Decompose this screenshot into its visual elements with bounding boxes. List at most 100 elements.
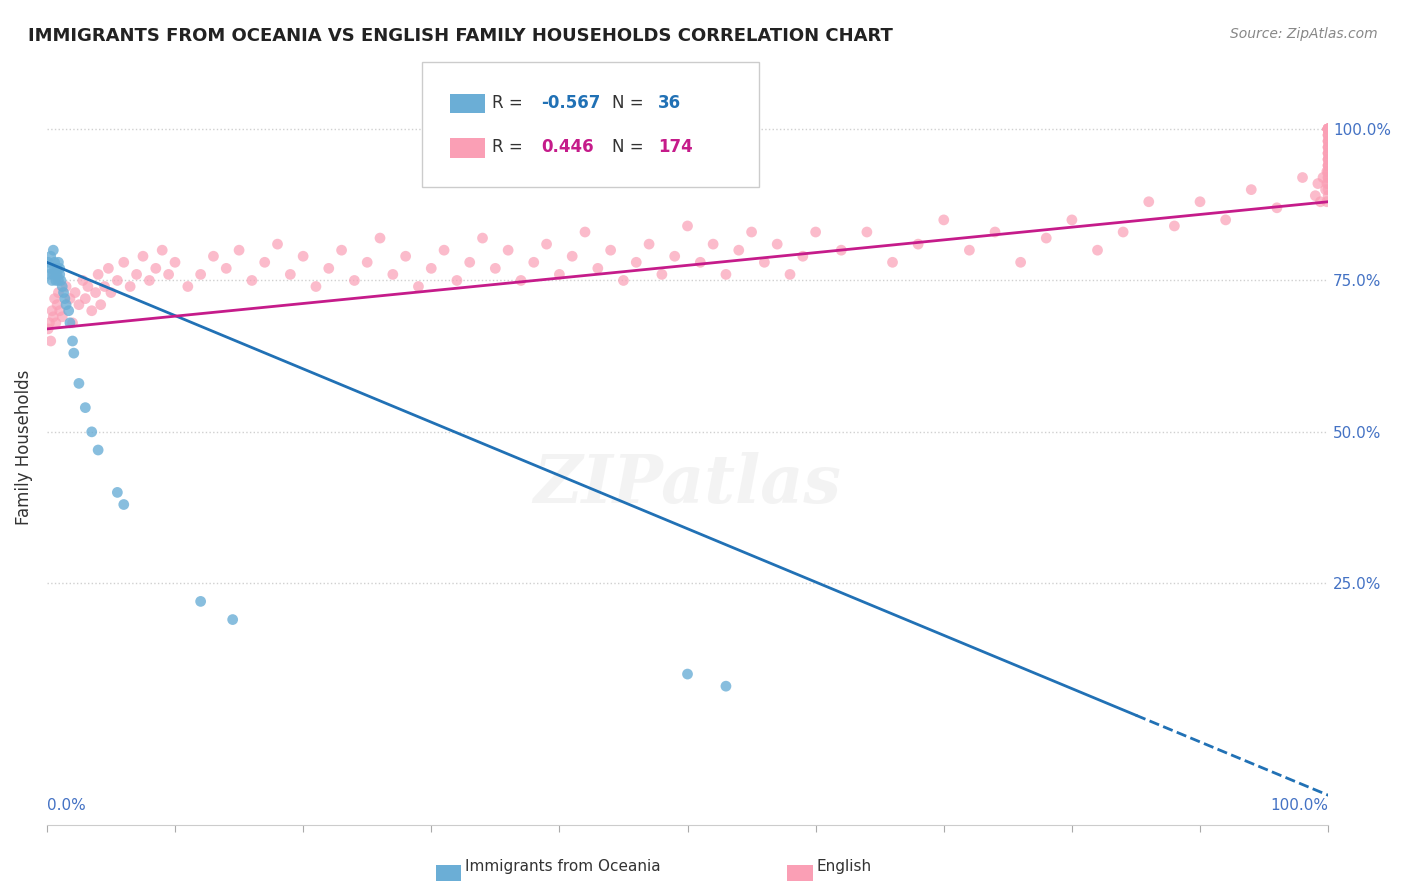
Point bbox=[46, 268, 69, 282]
Point bbox=[561, 249, 583, 263]
Point bbox=[46, 261, 69, 276]
Point bbox=[1317, 122, 1340, 136]
Point bbox=[48, 268, 70, 282]
Text: ZIPatlas: ZIPatlas bbox=[533, 452, 841, 517]
Text: 36: 36 bbox=[658, 94, 681, 112]
Point bbox=[75, 292, 97, 306]
Text: R =: R = bbox=[492, 138, 529, 156]
Point bbox=[1060, 213, 1083, 227]
Point bbox=[48, 285, 70, 300]
Point bbox=[1317, 122, 1340, 136]
Point bbox=[80, 425, 103, 439]
Point bbox=[63, 285, 86, 300]
Point bbox=[804, 225, 827, 239]
Point bbox=[305, 279, 328, 293]
Point bbox=[1010, 255, 1032, 269]
Point bbox=[150, 243, 173, 257]
Point bbox=[1215, 213, 1237, 227]
Point bbox=[67, 376, 90, 391]
Point bbox=[59, 316, 82, 330]
Point bbox=[1315, 183, 1337, 197]
Point bbox=[1317, 122, 1340, 136]
Point bbox=[510, 273, 533, 287]
Point bbox=[44, 292, 66, 306]
Point bbox=[1317, 170, 1340, 185]
Point bbox=[55, 279, 77, 293]
Point bbox=[1317, 122, 1340, 136]
Point bbox=[779, 268, 801, 282]
Point bbox=[1317, 122, 1340, 136]
Text: -0.567: -0.567 bbox=[541, 94, 600, 112]
Point bbox=[1112, 225, 1135, 239]
Point bbox=[75, 401, 97, 415]
Point bbox=[664, 249, 686, 263]
Point bbox=[97, 261, 120, 276]
Point bbox=[55, 298, 77, 312]
Point bbox=[651, 268, 673, 282]
Point bbox=[39, 261, 62, 276]
Point bbox=[39, 249, 62, 263]
Point bbox=[1317, 140, 1340, 154]
Point bbox=[190, 594, 212, 608]
Point bbox=[1317, 128, 1340, 142]
Point bbox=[1317, 164, 1340, 178]
Point bbox=[80, 303, 103, 318]
Point bbox=[45, 268, 67, 282]
Point bbox=[77, 279, 100, 293]
Point bbox=[330, 243, 353, 257]
Point bbox=[1317, 153, 1340, 167]
Point bbox=[626, 255, 648, 269]
Point bbox=[536, 237, 558, 252]
Point bbox=[1317, 122, 1340, 136]
Point bbox=[1317, 153, 1340, 167]
Point bbox=[714, 679, 737, 693]
Point bbox=[1317, 122, 1340, 136]
Point bbox=[702, 237, 724, 252]
Point bbox=[484, 261, 506, 276]
Point bbox=[1309, 194, 1331, 209]
Point bbox=[1317, 122, 1340, 136]
Point bbox=[1317, 122, 1340, 136]
Point bbox=[433, 243, 456, 257]
Point bbox=[177, 279, 200, 293]
Point bbox=[1317, 122, 1340, 136]
Point bbox=[253, 255, 276, 269]
Point bbox=[1317, 122, 1340, 136]
Point bbox=[49, 273, 72, 287]
Point bbox=[1317, 122, 1340, 136]
Point bbox=[792, 249, 814, 263]
Point bbox=[1316, 164, 1339, 178]
Point bbox=[318, 261, 340, 276]
Point bbox=[1317, 122, 1340, 136]
Point bbox=[62, 334, 84, 348]
Point bbox=[1317, 158, 1340, 172]
Point bbox=[612, 273, 634, 287]
Point bbox=[45, 316, 67, 330]
Point bbox=[586, 261, 609, 276]
Point bbox=[105, 273, 128, 287]
Point bbox=[1317, 170, 1340, 185]
Point bbox=[1317, 183, 1340, 197]
Point bbox=[1317, 134, 1340, 148]
Point bbox=[132, 249, 155, 263]
Point bbox=[1317, 122, 1340, 136]
Point bbox=[1317, 122, 1340, 136]
Point bbox=[381, 268, 404, 282]
Point bbox=[48, 261, 70, 276]
Point bbox=[830, 243, 852, 257]
Point bbox=[1317, 146, 1340, 161]
Point bbox=[1317, 122, 1340, 136]
Text: N =: N = bbox=[612, 138, 648, 156]
Point bbox=[1188, 194, 1211, 209]
Point bbox=[53, 292, 76, 306]
Point bbox=[676, 219, 699, 233]
Point bbox=[548, 268, 571, 282]
Text: 174: 174 bbox=[658, 138, 693, 156]
Point bbox=[1137, 194, 1160, 209]
Point bbox=[446, 273, 468, 287]
Point bbox=[856, 225, 879, 239]
Point bbox=[1317, 122, 1340, 136]
Point bbox=[292, 249, 315, 263]
Text: R =: R = bbox=[492, 94, 529, 112]
Point bbox=[37, 255, 59, 269]
